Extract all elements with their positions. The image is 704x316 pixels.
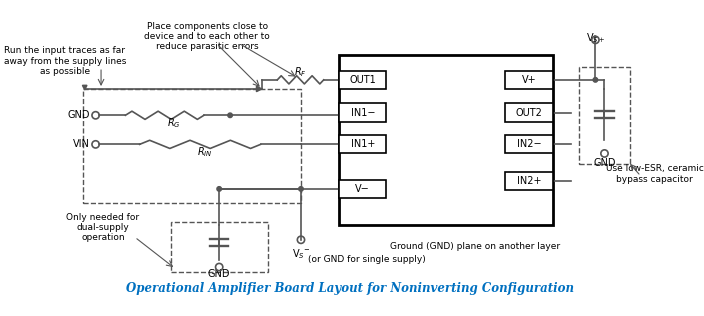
Text: (or GND for single supply): (or GND for single supply) [308,255,426,264]
Polygon shape [82,85,87,90]
Text: R$_{IN}$: R$_{IN}$ [196,146,213,160]
Text: V−: V− [356,184,370,194]
Text: Place components close to
device and to each other to
reduce parasitic errors: Place components close to device and to … [144,22,270,52]
Bar [505,135,553,154]
Bar [339,71,386,89]
Bar [579,67,630,164]
Bar [171,222,268,271]
Text: Ground (GND) plane on another layer: Ground (GND) plane on another layer [391,242,560,251]
Text: GND: GND [208,269,230,279]
Text: Use low-ESR, ceramic
bypass capacitor: Use low-ESR, ceramic bypass capacitor [605,164,703,184]
Bar [339,135,386,154]
Bar [339,103,386,122]
Text: Only needed for
dual-supply
operation: Only needed for dual-supply operation [66,213,139,242]
Circle shape [593,77,598,82]
Circle shape [298,187,303,191]
Circle shape [228,113,232,118]
Text: IN1−: IN1− [351,107,375,118]
Text: V$_{S+}$: V$_{S+}$ [586,32,605,45]
Polygon shape [256,86,262,92]
Text: R$_G$: R$_G$ [167,117,181,131]
Text: R$_F$: R$_F$ [294,65,307,79]
Bar [339,55,553,225]
Bar [505,103,553,122]
Text: IN2−: IN2− [517,139,541,149]
Text: GND: GND [593,158,616,167]
Text: V$_{S}$$^{-}$: V$_{S}$$^{-}$ [291,247,310,261]
Text: IN1+: IN1+ [351,139,375,149]
Text: Operational Amplifier Board Layout for Noninverting Configuration: Operational Amplifier Board Layout for N… [126,283,574,295]
Bar [505,172,553,190]
Text: OUT2: OUT2 [515,107,543,118]
Bar [339,180,386,198]
Text: GND: GND [68,110,90,120]
Text: OUT1: OUT1 [349,75,376,85]
Text: Run the input traces as far
away from the supply lines
as possible: Run the input traces as far away from th… [4,46,126,76]
Bar [505,71,553,89]
Bar [83,89,301,203]
Circle shape [217,187,222,191]
Text: V+: V+ [522,75,536,85]
Text: IN2+: IN2+ [517,176,541,186]
Text: VIN: VIN [73,139,90,149]
